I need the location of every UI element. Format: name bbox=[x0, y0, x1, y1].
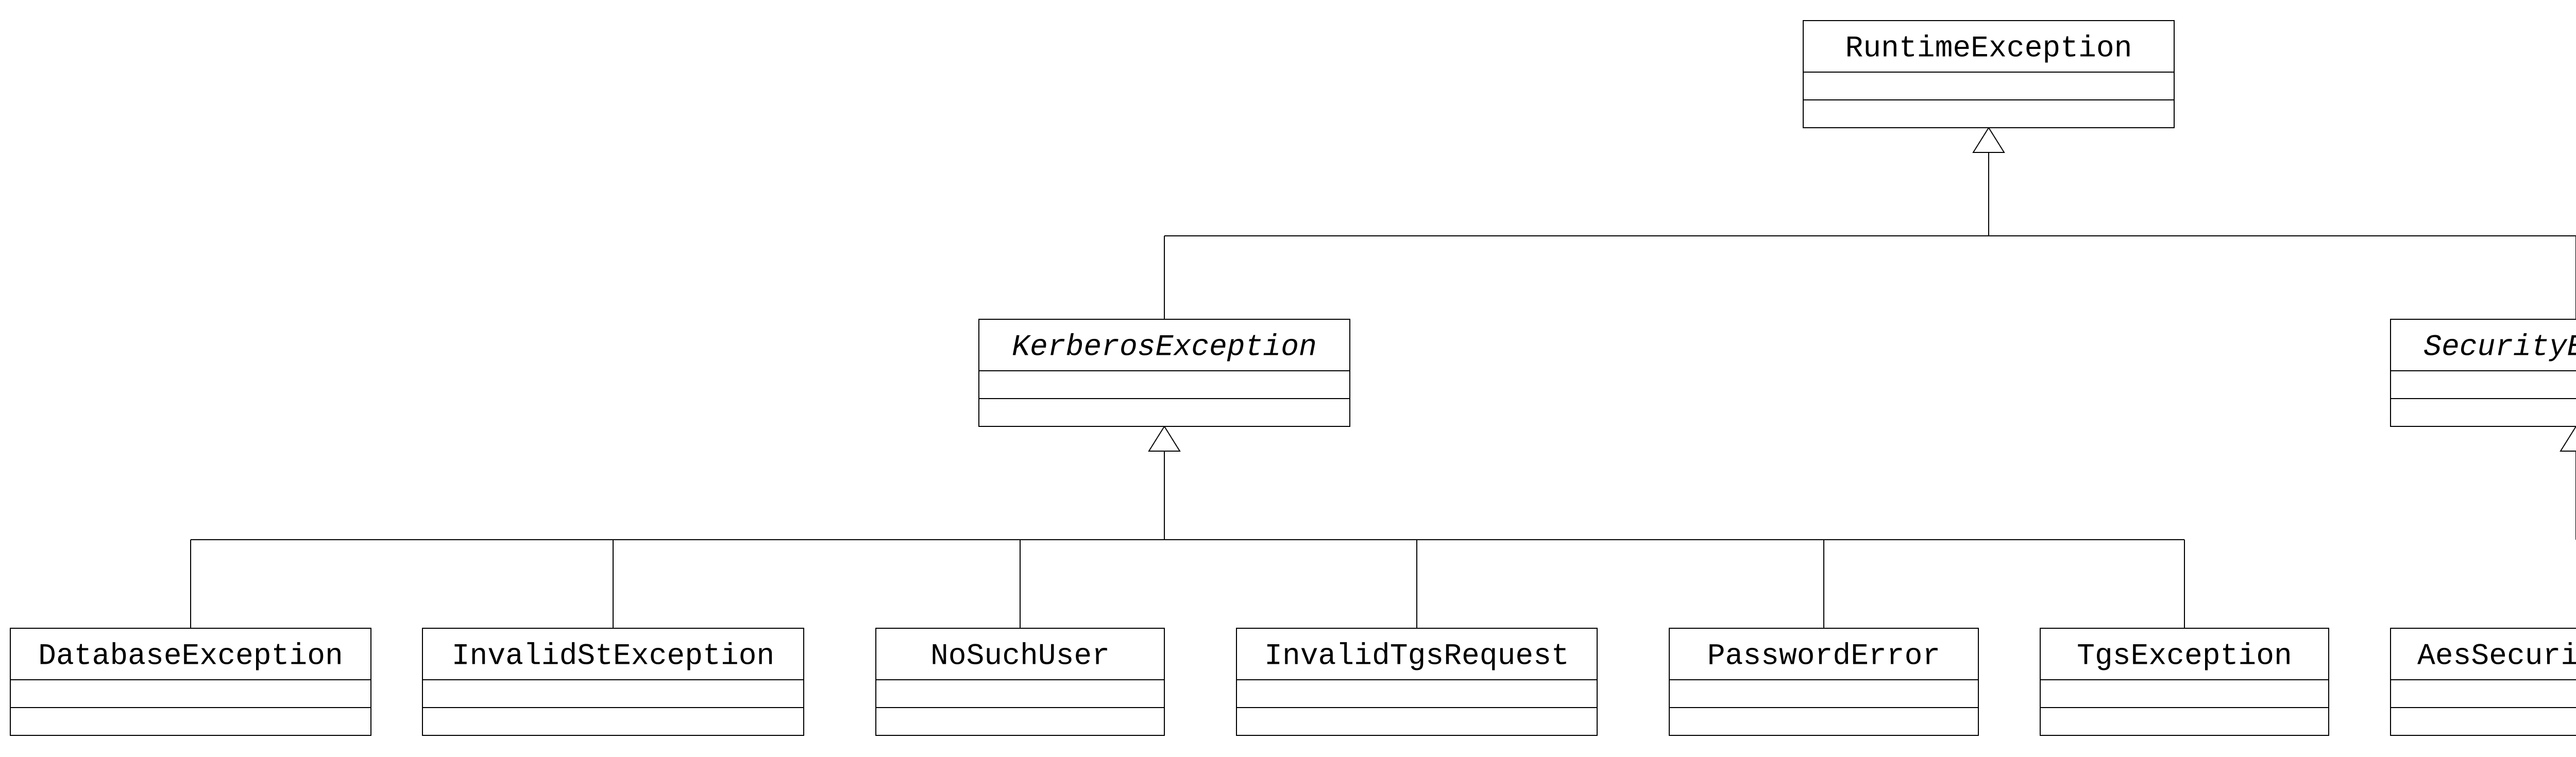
class-title: RuntimeException bbox=[1845, 32, 2132, 65]
generalization-arrowhead bbox=[1149, 426, 1180, 451]
class-title: AesSecurityException bbox=[2417, 640, 2576, 673]
class-box-InvalidTgsRequest: InvalidTgsRequest bbox=[1236, 628, 1597, 735]
class-title: DatabaseException bbox=[38, 640, 343, 673]
generalization-arrowhead bbox=[2561, 426, 2576, 451]
class-title: SecurityException bbox=[2424, 331, 2576, 364]
class-title: InvalidStException bbox=[452, 640, 775, 673]
class-box-KerberosException: KerberosException bbox=[979, 319, 1350, 426]
class-title: PasswordError bbox=[1707, 640, 1940, 673]
class-box-DatabaseException: DatabaseException bbox=[10, 628, 371, 735]
class-box-NoSuchUser: NoSuchUser bbox=[876, 628, 1164, 735]
class-box-TgsException: TgsException bbox=[2040, 628, 2329, 735]
class-title: KerberosException bbox=[1012, 331, 1317, 364]
class-box-AesSecurityException: AesSecurityException bbox=[2391, 628, 2576, 735]
class-box-SecurityException: SecurityException bbox=[2391, 319, 2576, 426]
uml-class-diagram: RuntimeException KerberosException Securit… bbox=[0, 0, 2576, 757]
class-box-PasswordError: PasswordError bbox=[1669, 628, 1978, 735]
class-title: TgsException bbox=[2077, 640, 2292, 673]
class-box-InvalidStException: InvalidStException bbox=[422, 628, 804, 735]
class-box-RuntimeException: RuntimeException bbox=[1803, 21, 2174, 128]
class-title: InvalidTgsRequest bbox=[1264, 640, 1569, 673]
class-title: NoSuchUser bbox=[930, 640, 1110, 673]
generalization-arrowhead bbox=[1973, 128, 2004, 152]
